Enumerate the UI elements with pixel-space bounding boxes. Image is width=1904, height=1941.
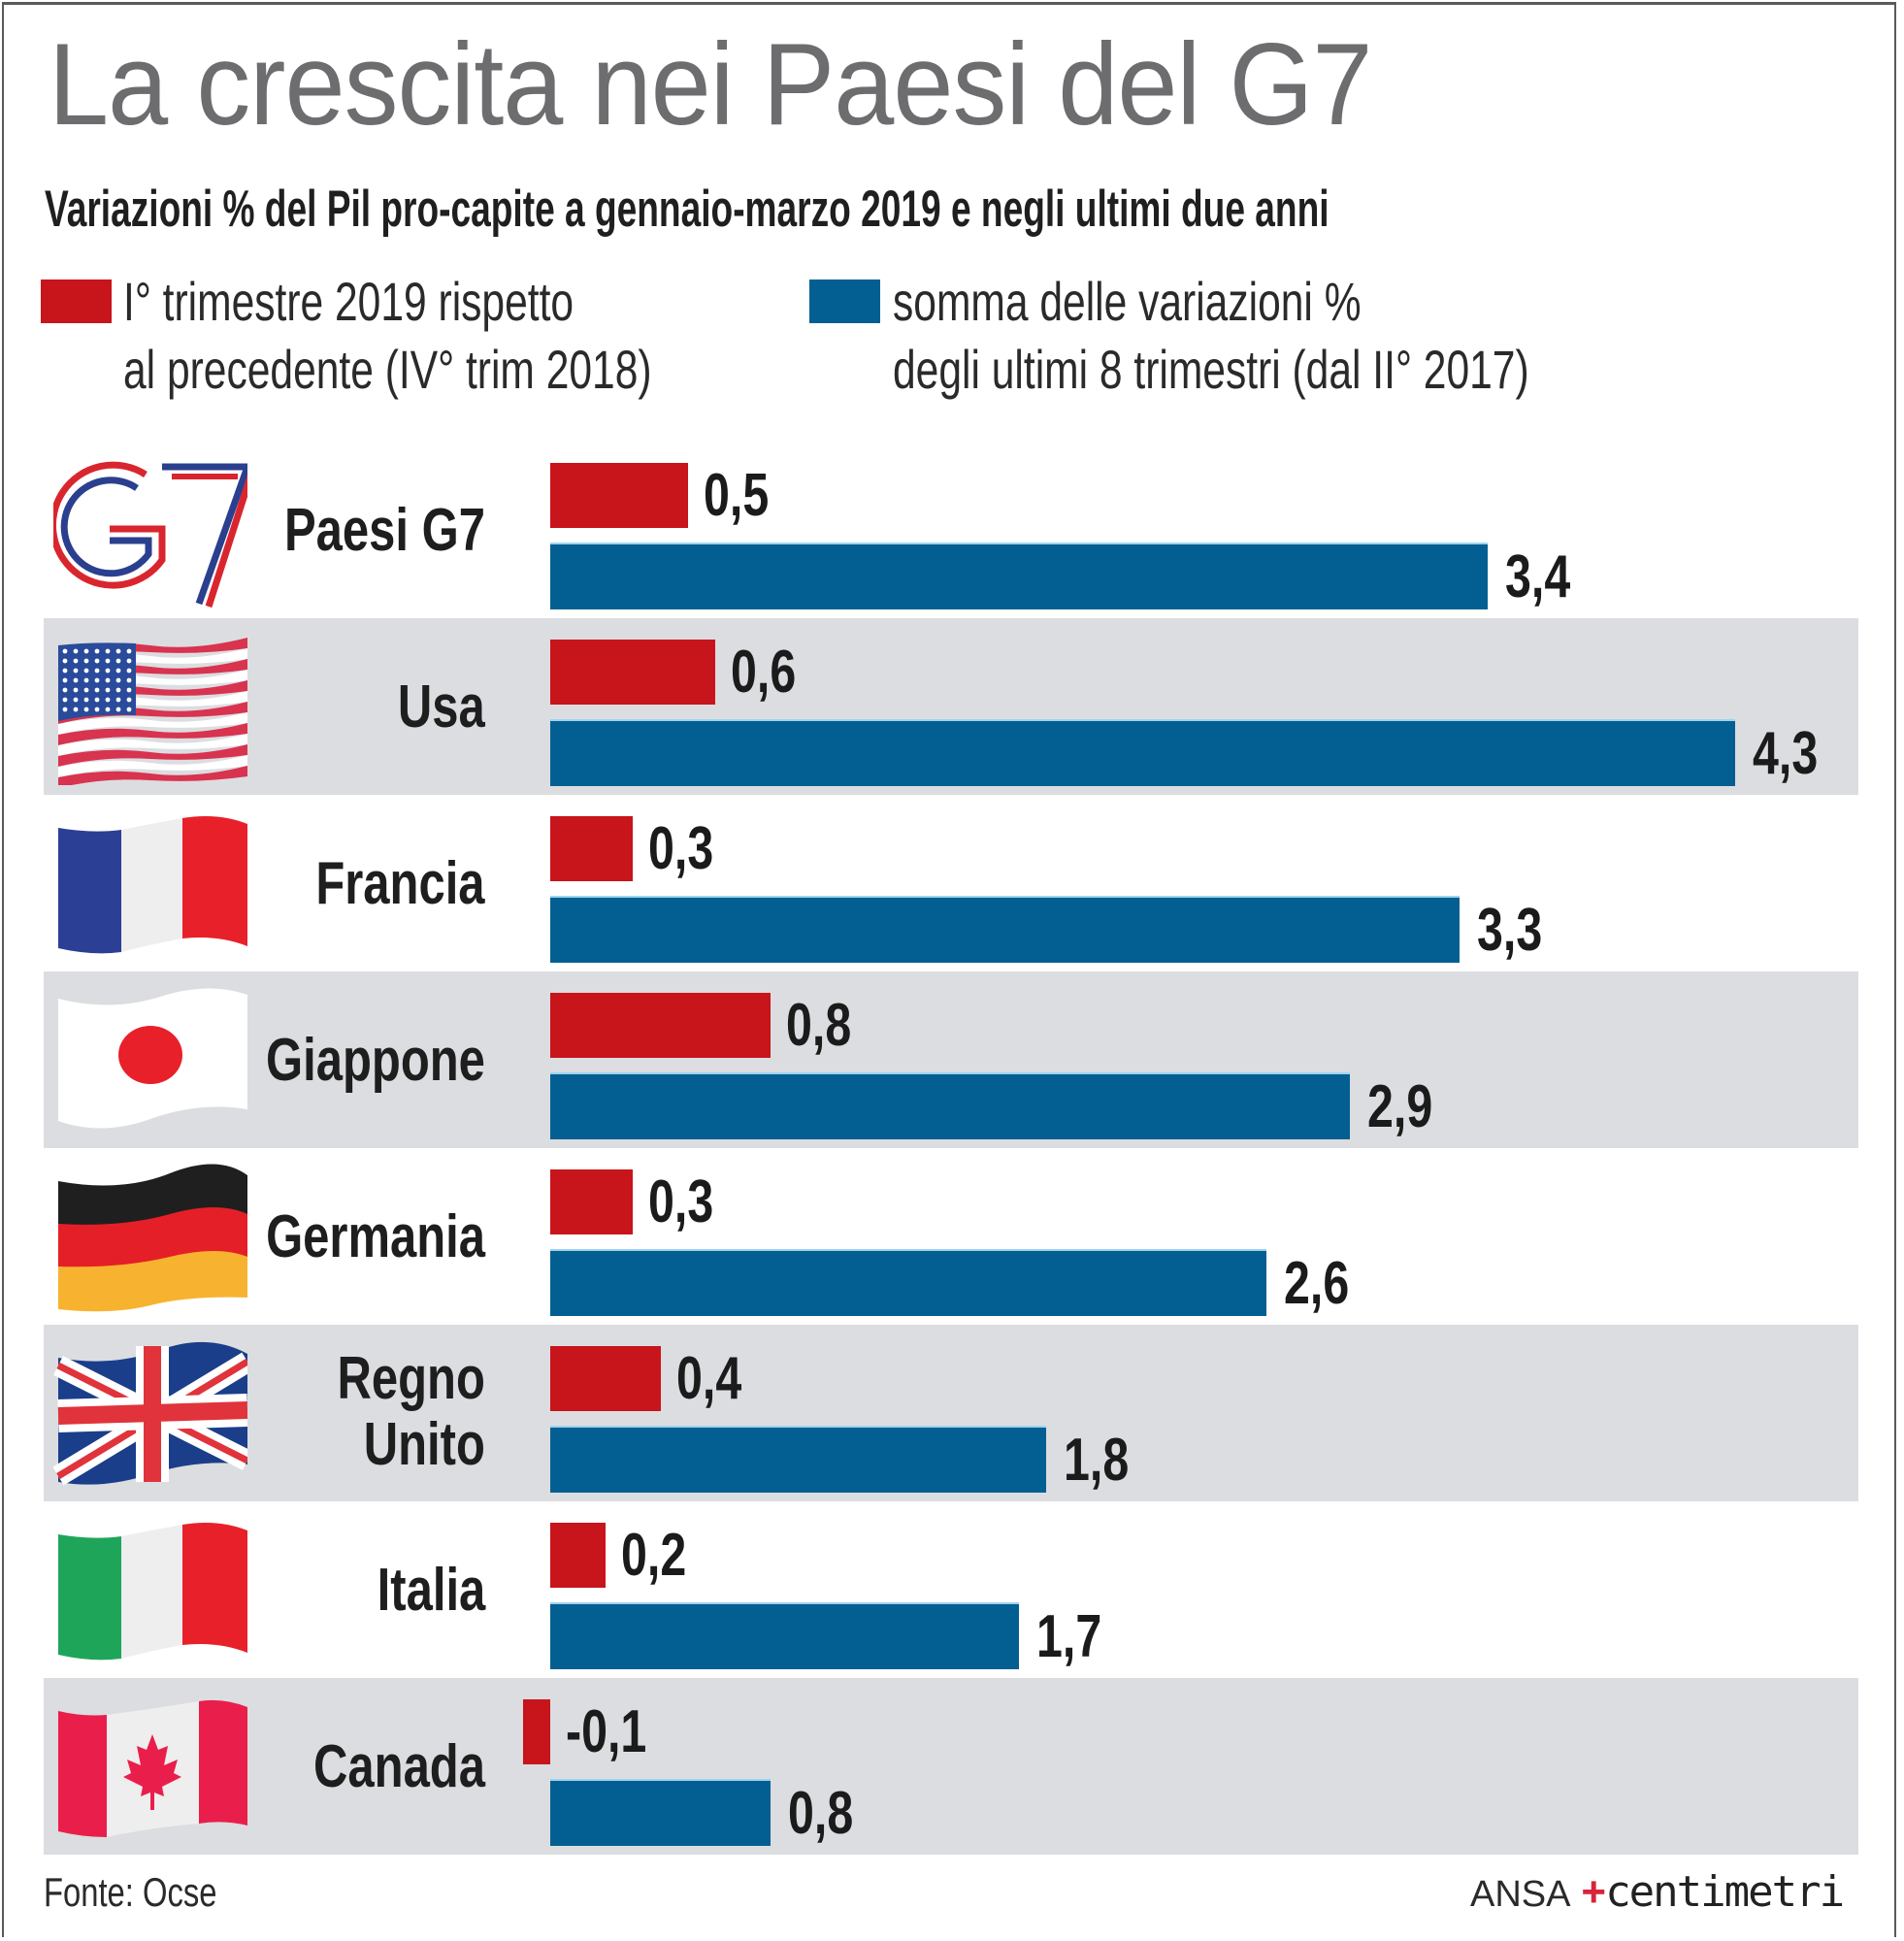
- legend-swatch-red: [41, 280, 112, 323]
- bar-quarter-change: [550, 1523, 606, 1588]
- value-label-quarter: 0,3: [648, 815, 714, 882]
- bar-cumulative-change: [550, 544, 1488, 609]
- value-label-quarter: 0,4: [675, 1345, 741, 1412]
- value-label-cumulative: 1,7: [1035, 1603, 1102, 1670]
- bar-quarter-change: [550, 993, 771, 1058]
- value-label-quarter: -0,1: [566, 1698, 647, 1765]
- chart-subtitle: Variazioni % del Pil pro-capite a gennai…: [45, 181, 1330, 238]
- row-label: Paesi G7: [284, 497, 485, 564]
- value-label-cumulative: 2,6: [1284, 1250, 1350, 1317]
- row-label: Francia: [315, 850, 485, 917]
- france-flag-icon: [53, 806, 247, 962]
- value-label-cumulative: 4,3: [1753, 720, 1819, 787]
- g7-logo-icon: [49, 453, 256, 609]
- value-label-cumulative: 3,3: [1477, 897, 1543, 964]
- bar-quarter-change: [550, 816, 634, 881]
- row-label: Usa: [398, 674, 485, 740]
- bar-quarter-change: [550, 1169, 634, 1234]
- value-label-quarter: 0,5: [704, 462, 770, 529]
- bar-cumulative-change: [550, 1781, 771, 1846]
- value-label-quarter: 0,3: [648, 1168, 714, 1235]
- legend-swatch-blue: [809, 280, 880, 323]
- logo-plus-icon: +: [1580, 1868, 1606, 1916]
- canada-flag-icon: [53, 1690, 247, 1845]
- row-band: [44, 1678, 1858, 1855]
- legend-label-cumulative-line1: somma delle variazioni %: [893, 271, 1362, 332]
- germany-flag-icon: [53, 1160, 247, 1315]
- bar-quarter-change: [550, 463, 688, 528]
- legend-label-cumulative-line2: degli ultimi 8 trimestri (dal II° 2017): [893, 339, 1529, 400]
- bar-cumulative-change: [550, 1428, 1047, 1493]
- italy-flag-icon: [53, 1513, 247, 1668]
- bar-quarter-change: [550, 1346, 661, 1411]
- value-label-cumulative: 1,8: [1064, 1427, 1130, 1494]
- row-label: Regno Unito: [337, 1345, 485, 1478]
- logo-ansa-text: ANSA: [1470, 1874, 1571, 1915]
- value-label-quarter: 0,6: [731, 639, 797, 706]
- bar-quarter-change: [550, 640, 716, 705]
- bar-quarter-change: [522, 1699, 550, 1764]
- source-note: Fonte: Ocse: [44, 1869, 217, 1915]
- value-label-quarter: 0,8: [786, 992, 852, 1059]
- value-label-quarter: 0,2: [620, 1522, 687, 1589]
- value-label-cumulative: 2,9: [1366, 1073, 1432, 1140]
- usa-flag-icon: [53, 630, 247, 788]
- bar-cumulative-change: [550, 898, 1461, 963]
- legend-label-quarter-line2: al precedente (IV° trim 2018): [123, 339, 652, 400]
- row-label: Giappone: [266, 1027, 485, 1094]
- row-label: Germania: [266, 1203, 485, 1270]
- bar-cumulative-change: [550, 1251, 1267, 1316]
- logo-centimetri-text: centimetri: [1605, 1867, 1845, 1917]
- ansa-centimetri-logo: ANSA +centimetri: [1470, 1868, 1845, 1916]
- row-label: Italia: [377, 1557, 485, 1624]
- japan-flag-icon: [53, 983, 247, 1138]
- value-label-cumulative: 0,8: [788, 1780, 854, 1847]
- bar-cumulative-change: [550, 721, 1736, 786]
- row-label: Canada: [313, 1733, 485, 1800]
- bar-cumulative-change: [550, 1604, 1019, 1669]
- bar-cumulative-change: [550, 1074, 1350, 1139]
- chart-title: La crescita nei Paesi del G7: [49, 19, 1372, 149]
- uk-flag-icon: [52, 1336, 253, 1492]
- value-label-cumulative: 3,4: [1504, 543, 1570, 610]
- legend-label-quarter-line1: I° trimestre 2019 rispetto: [123, 271, 574, 332]
